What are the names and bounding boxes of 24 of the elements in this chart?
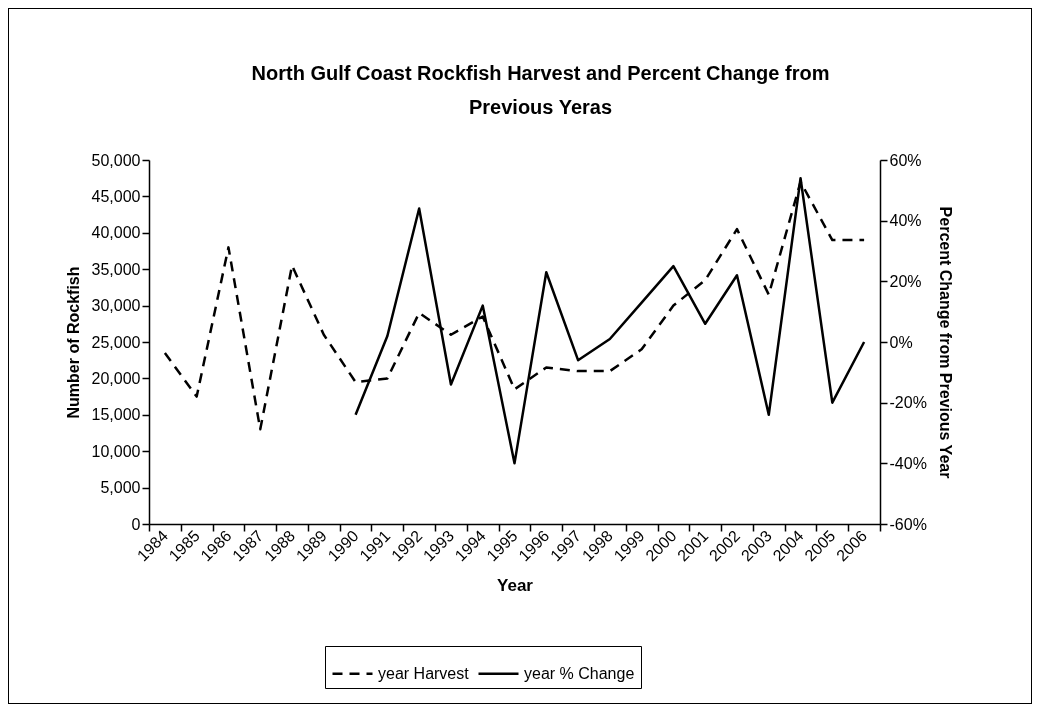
y-tick-label: 40,000	[91, 224, 141, 242]
y2-tick-label: -60%	[889, 515, 927, 533]
y-tick-label: 50,000	[91, 151, 141, 169]
y-axis-title: Number of Rockfish	[64, 266, 82, 419]
y2-tick-label: -20%	[889, 394, 927, 412]
y-tick-label: 10,000	[91, 442, 141, 460]
y-tick-label: 45,000	[91, 187, 141, 205]
y2-tick-label: 40%	[889, 212, 922, 230]
chart-title: North Gulf Coast Rockfish Harvest and Percent Change from Previous Yeras	[251, 62, 830, 118]
y-tick-label: 0	[131, 515, 141, 533]
y-tick-label: 15,000	[91, 406, 141, 424]
y-tick-label: 25,000	[91, 333, 141, 351]
y-tick-label: 20,000	[91, 369, 141, 387]
y2-tick-label: -40%	[889, 454, 927, 472]
y2-tick-label: 20%	[889, 272, 922, 290]
y-tick-label: 35,000	[91, 260, 141, 278]
y-tick-label: 30,000	[91, 297, 141, 315]
y2-tick-label: 60%	[889, 151, 922, 169]
x-axis-title: Year	[497, 576, 534, 596]
y-tick-label: 5,000	[100, 479, 141, 497]
y2-tick-label: 0%	[889, 333, 913, 351]
legend-label: year Harvest	[378, 664, 470, 682]
legend-label: year % Change	[524, 664, 635, 682]
y2-axis-title: Percent Change from Previous Year	[936, 206, 954, 479]
